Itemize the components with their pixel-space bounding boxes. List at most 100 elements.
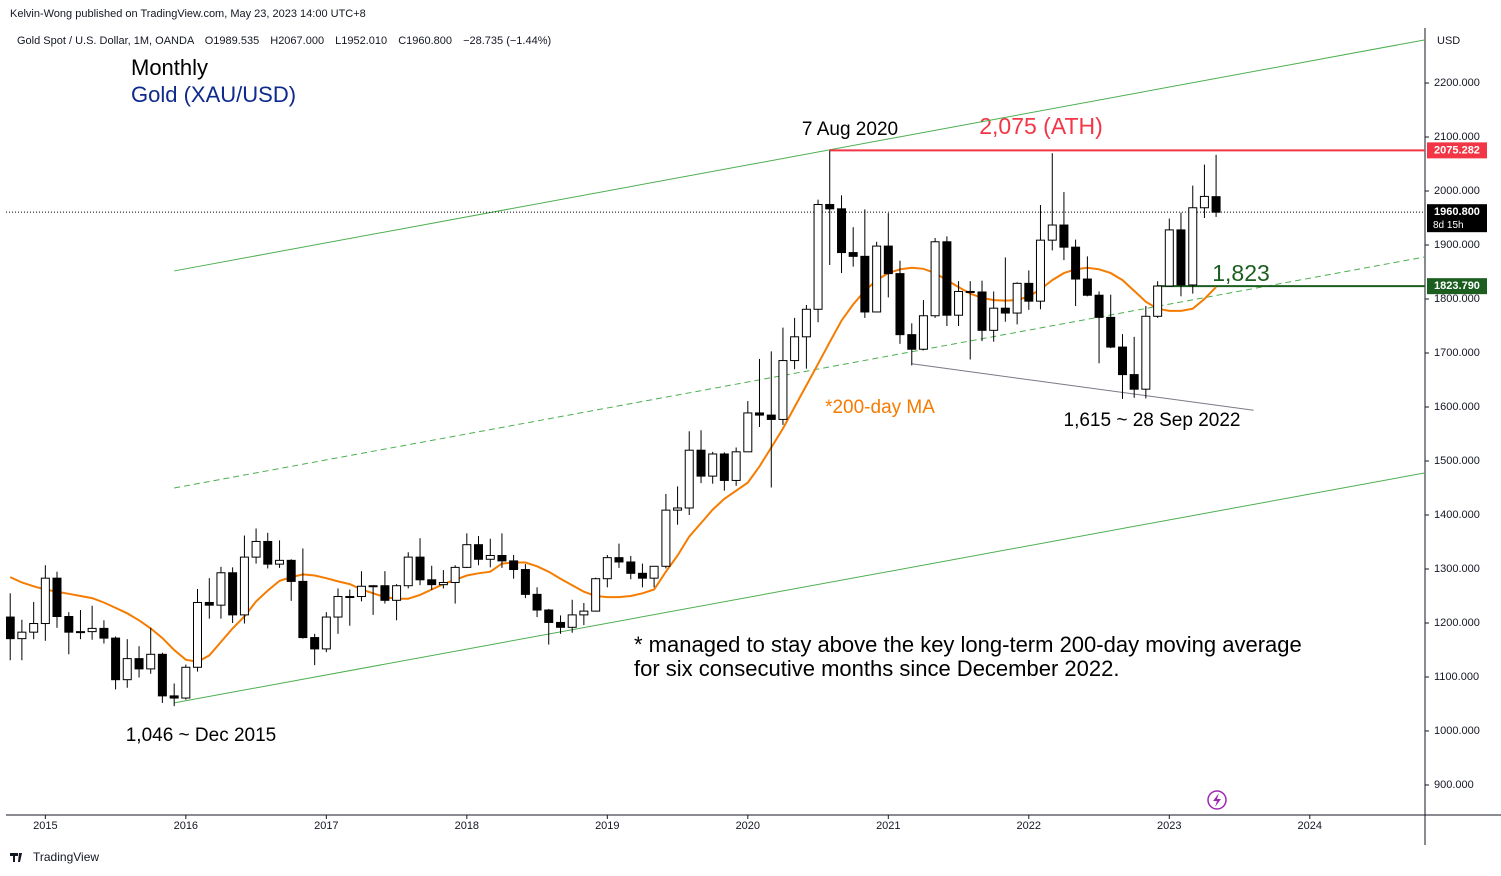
candle-body [989, 307, 999, 331]
candle-body [1082, 278, 1092, 296]
candle-body [1071, 246, 1081, 280]
y-tick-label: 1800.000 [1434, 293, 1480, 305]
x-tick-label: 2015 [33, 820, 57, 832]
candle-body [134, 658, 144, 670]
candle-body [181, 666, 191, 699]
candle-body [275, 559, 285, 565]
candle-body [99, 627, 109, 639]
candle-body [848, 252, 858, 257]
price-label: 1960.800 [1434, 206, 1480, 218]
candle-body [1141, 315, 1151, 390]
candle-body [930, 241, 940, 317]
candle-body [942, 241, 952, 316]
candle-body [1035, 239, 1045, 302]
candle-body [649, 565, 659, 579]
candle-body [368, 585, 378, 588]
candle-body [204, 601, 214, 606]
candle-body [473, 544, 483, 560]
candle-body [438, 581, 448, 586]
candle-body [192, 601, 202, 668]
candle-body [333, 596, 343, 618]
currency-label: USD [1437, 35, 1460, 47]
candle-body [825, 204, 835, 210]
y-tick-label: 1000.000 [1434, 725, 1480, 737]
candle-body [17, 631, 27, 640]
price-label: 2075.282 [1434, 144, 1480, 156]
candle-body [544, 609, 554, 623]
candle-body [462, 544, 472, 568]
candle-body [122, 658, 132, 681]
y-tick-label: 900.000 [1434, 779, 1474, 791]
candle-body [883, 245, 893, 275]
candle-body [1199, 195, 1209, 209]
footer-brand: TradingView [33, 850, 99, 864]
x-tick-label: 2016 [174, 820, 198, 832]
candle-body [614, 557, 624, 563]
candle-body [40, 577, 50, 625]
candle-body [684, 449, 694, 509]
published-line: Kelvin-Wong published on TradingView.com… [10, 8, 366, 20]
candle-body [146, 653, 156, 670]
candle-body [415, 556, 425, 581]
price-label-box [1427, 142, 1487, 159]
trendline [911, 363, 1254, 411]
candle-body [778, 360, 788, 420]
chart-title: Monthly [131, 55, 208, 80]
annotation: 1,823 [1212, 260, 1270, 286]
candle-body [450, 566, 460, 583]
candle-body [977, 291, 987, 331]
ma-line [9, 266, 1217, 663]
annotation: 1,046 ~ Dec 2015 [126, 725, 277, 746]
chart-subtitle: Gold (XAU/USD) [131, 82, 296, 107]
candle-body [1106, 316, 1116, 348]
y-tick-label: 2100.000 [1434, 131, 1480, 143]
candle-body [216, 572, 226, 606]
candle-body [556, 621, 566, 628]
candle-body [754, 412, 764, 416]
candle-body [743, 412, 753, 453]
symbol: Gold Spot / U.S. Dollar, 1M, OANDA [17, 35, 195, 47]
trendline [174, 39, 1425, 272]
candle-body [1129, 374, 1139, 390]
y-tick-label: 1500.000 [1434, 455, 1480, 467]
candle-body [345, 596, 355, 599]
candle-body [380, 585, 390, 601]
candle-body [954, 290, 964, 316]
candle-body [356, 585, 366, 598]
note: * managed to stay above the key long-ter… [634, 632, 1302, 657]
candle-body [860, 255, 870, 313]
ohlc-high: H2067.000 [270, 35, 324, 47]
ohlc-change: −28.735 (−1.44%) [463, 35, 551, 47]
y-tick-label: 2200.000 [1434, 77, 1480, 89]
ohlc-low: L1952.010 [335, 35, 387, 47]
candle-body [251, 540, 261, 558]
candle-body [64, 616, 74, 633]
x-tick-label: 2021 [876, 820, 900, 832]
candle-body [907, 334, 917, 350]
candle-body [286, 559, 296, 582]
ohlc-close: C1960.800 [398, 35, 452, 47]
trendline [174, 472, 1425, 704]
plot-area [6, 39, 1425, 707]
candle-body [228, 572, 238, 616]
event-icon[interactable] [1207, 790, 1227, 810]
annotation: 7 Aug 2020 [802, 119, 898, 140]
candle-body [321, 616, 331, 650]
countdown-label: 8d 15h [1433, 220, 1464, 231]
candle-body [1211, 196, 1221, 213]
tradingview-logo [10, 853, 22, 862]
trendline [174, 256, 1425, 489]
candle-body [427, 579, 437, 586]
y-tick-label: 1300.000 [1434, 563, 1480, 575]
candle-body [661, 509, 671, 567]
candle-body [298, 580, 308, 639]
candle-body [509, 560, 519, 571]
candle-body [918, 315, 928, 350]
ohlc-open: O1989.535 [205, 35, 259, 47]
note: for six consecutive months since Decembe… [634, 656, 1119, 681]
candle-body [6, 616, 15, 640]
annotation: 1,615 ~ 28 Sep 2022 [1064, 410, 1241, 431]
candle-body [766, 414, 776, 420]
candle-body [111, 637, 121, 681]
candle-body [1024, 282, 1034, 302]
